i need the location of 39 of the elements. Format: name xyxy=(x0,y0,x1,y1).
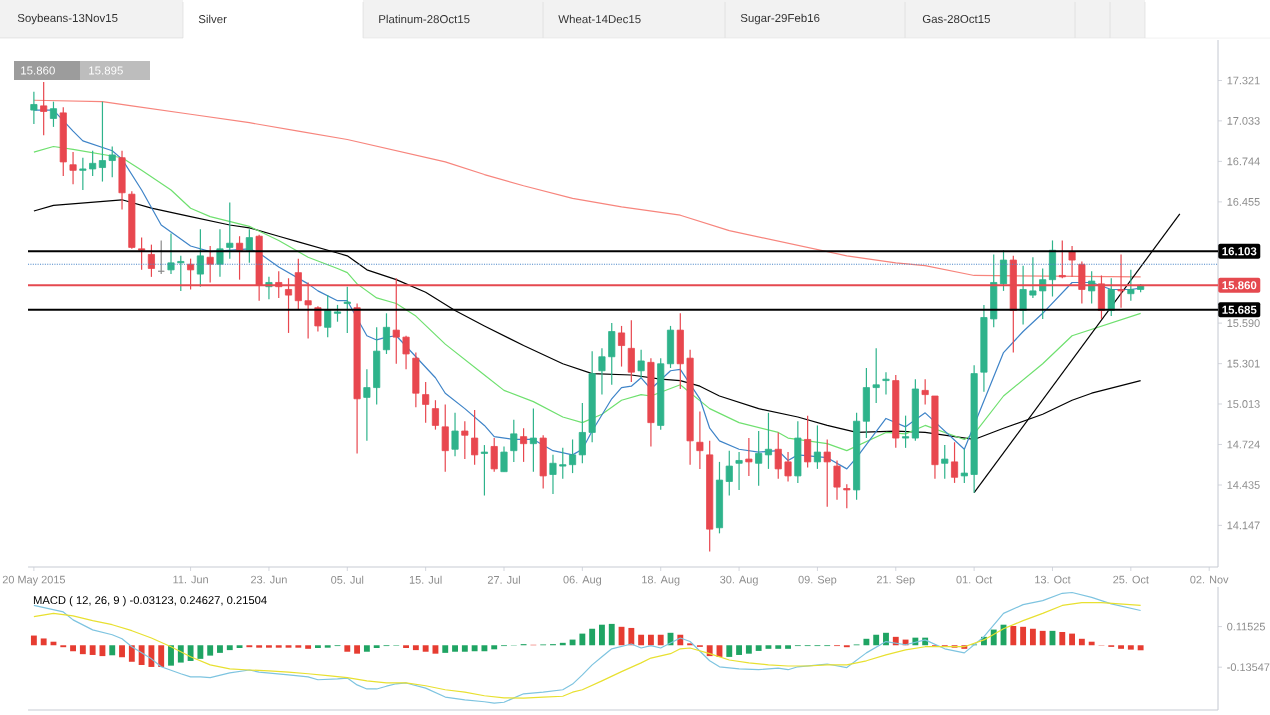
y-tick-label: 14.147 xyxy=(1227,521,1260,530)
text: Wheat-14Dec15 xyxy=(558,14,641,24)
x-tick-label: 11. Jun xyxy=(173,575,208,584)
x-tick-label: 23. Jun xyxy=(251,575,287,584)
x-tick-label: 25. Oct xyxy=(1113,575,1149,584)
x-tick-label: 15. Jul xyxy=(409,575,442,584)
x-tick-label: 20 May 2015 xyxy=(2,575,66,586)
annotation: 15.860 xyxy=(21,66,55,75)
y-tick-label: 17.321 xyxy=(1227,76,1260,85)
x-tick-label: 05. Jul xyxy=(331,575,364,584)
x-tick-label: 27. Jul xyxy=(487,575,520,584)
x-tick-label: 13. Oct xyxy=(1035,575,1071,584)
x-tick-label: 09. Sep xyxy=(798,575,837,586)
text: Soybeans-13Nov15 xyxy=(17,13,118,25)
x-tick-label: 02. Nov xyxy=(1190,575,1229,584)
text: Sugar-29Feb16 xyxy=(740,13,820,25)
y-tick-label: 14.435 xyxy=(1227,481,1260,489)
y-tick-label: 14.724 xyxy=(1227,440,1260,449)
ref-line-label: 16.103 xyxy=(1222,247,1257,256)
x-tick-label: 18. Aug xyxy=(642,575,680,586)
x-tick-label: 06. Aug xyxy=(563,575,601,586)
chart-title: Silver xyxy=(198,14,227,24)
annotation: 15.895 xyxy=(89,66,123,75)
y-tick-label: 15.590 xyxy=(1227,319,1260,327)
y-tick-label: 15.013 xyxy=(1227,400,1260,408)
y-tick-label: 17.033 xyxy=(1227,117,1260,125)
y-tick-label: 0.11525 xyxy=(1227,622,1265,631)
y-tick-label: 16.744 xyxy=(1227,157,1260,166)
y-tick-label: 15.301 xyxy=(1227,359,1260,368)
x-tick-label: 21. Sep xyxy=(876,575,915,586)
text: Gas-28Oct15 xyxy=(922,14,990,24)
x-tick-label: 01. Oct xyxy=(956,575,993,584)
text: MACD ( 12, 26, 9 ) -0.03123, 0.24627, 0.21504 xyxy=(33,595,267,607)
ref-line-label: 15.685 xyxy=(1222,305,1257,314)
y-tick-label: -0.13547 xyxy=(1227,663,1270,672)
text: Platinum-28Oct15 xyxy=(379,14,470,24)
ref-line-label: 15.860 xyxy=(1222,281,1257,290)
y-tick-label: 16.455 xyxy=(1227,198,1260,206)
x-tick-label: 30. Aug xyxy=(720,575,758,586)
